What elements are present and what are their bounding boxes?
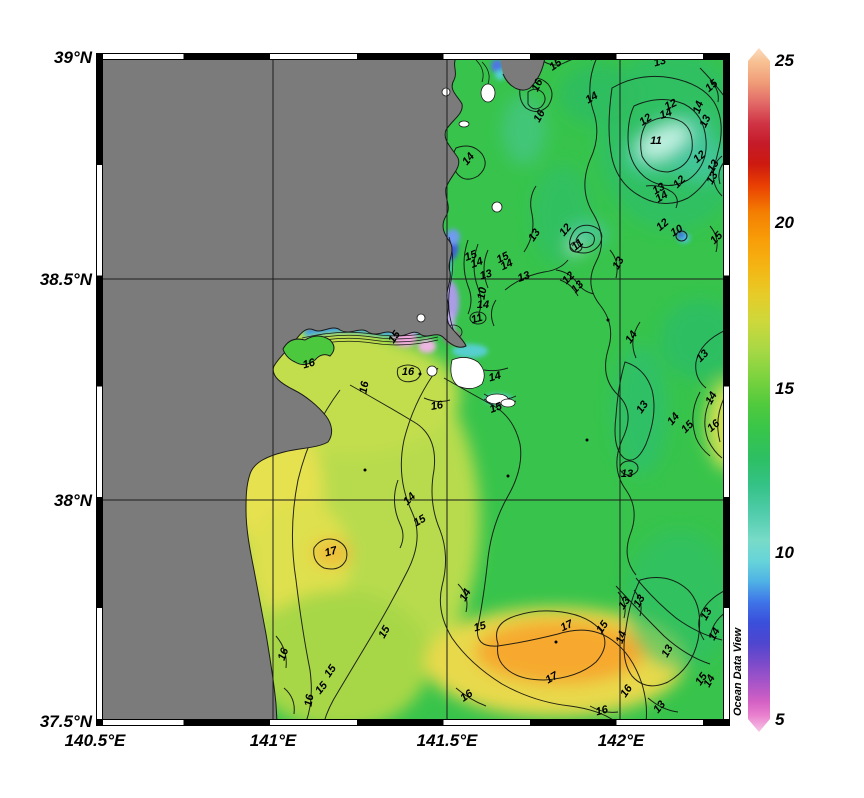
- x-tick-label: 141.5°E: [416, 731, 478, 750]
- colorbar-tick-label: 5: [775, 710, 785, 729]
- colorbar-tick-label: 20: [775, 213, 794, 232]
- y-tick-label: 38°N: [54, 491, 92, 510]
- map-frame-right: [723, 53, 730, 726]
- contour-label: 16: [401, 366, 415, 378]
- map-frame-left: [96, 53, 103, 726]
- land-peninsula: [500, 57, 546, 91]
- contour-label: 14: [476, 299, 490, 311]
- bay-lagoon: [282, 335, 335, 366]
- x-tick-label: 142°E: [597, 731, 645, 750]
- land-mass: [99, 57, 467, 722]
- contour-label: 13: [620, 468, 634, 480]
- contour-lines: [275, 57, 726, 722]
- odv-credit-text: Ocean Data View: [732, 627, 744, 716]
- x-tick-label: 141°E: [249, 731, 297, 750]
- x-tick-label: 140.5°E: [64, 731, 126, 750]
- y-tick-label: 39°N: [54, 48, 92, 67]
- islands: [416, 83, 516, 408]
- y-tick-label: 37.5°N: [39, 712, 92, 731]
- grid-lines: [99, 57, 726, 722]
- colorbar-tick-label: 10: [775, 543, 794, 562]
- colorbar-tick-label: 25: [775, 51, 794, 70]
- map-frame-top: [96, 53, 729, 60]
- contour-label: 11: [650, 135, 662, 147]
- colorbar-gradient[interactable]: [748, 48, 770, 732]
- colorbar-tick-label: 15: [775, 379, 794, 398]
- y-tick-label: 38.5°N: [39, 270, 92, 289]
- map-frame-bottom: [96, 719, 729, 726]
